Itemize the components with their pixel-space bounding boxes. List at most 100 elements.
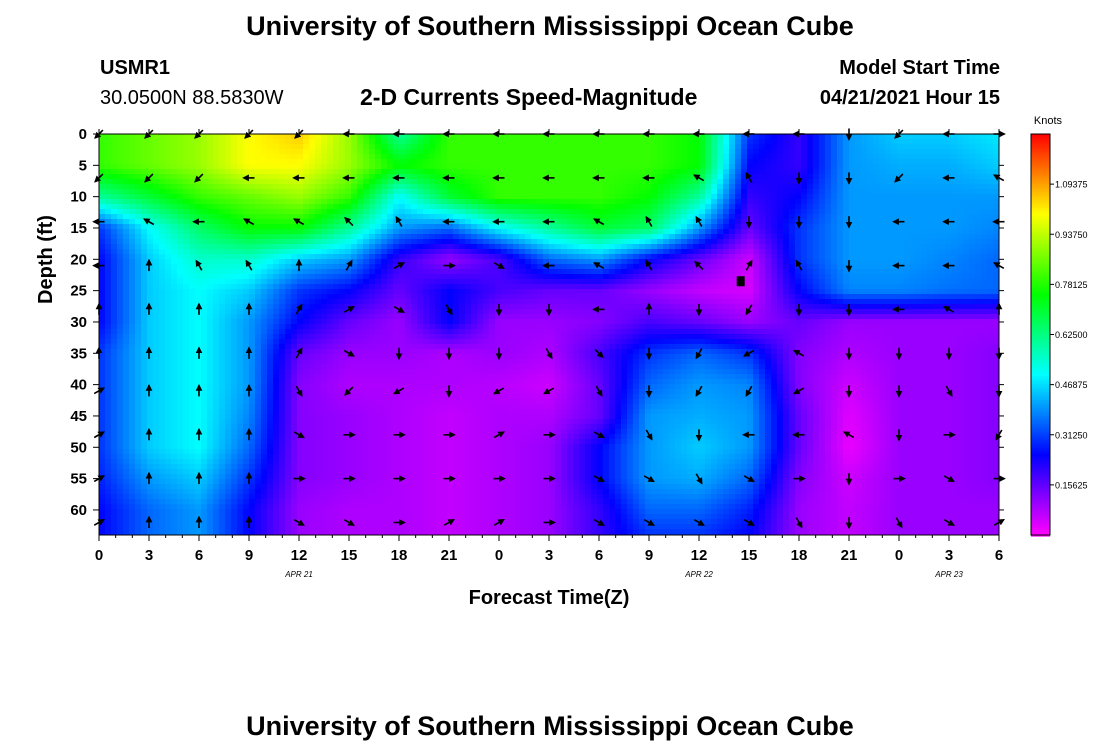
heatmap-cell bbox=[243, 224, 250, 230]
heatmap-cell bbox=[717, 194, 724, 200]
heatmap-cell bbox=[165, 189, 172, 195]
heatmap-cell bbox=[213, 209, 220, 215]
heatmap-cell bbox=[387, 144, 394, 150]
heatmap-cell bbox=[147, 244, 154, 250]
heatmap-cell bbox=[177, 229, 184, 235]
heatmap-cell bbox=[279, 229, 286, 235]
heatmap-cell bbox=[219, 204, 226, 210]
heatmap-cell bbox=[129, 184, 136, 190]
heatmap-cell bbox=[807, 184, 814, 190]
heatmap-cell bbox=[651, 159, 658, 165]
heatmap-cell bbox=[447, 204, 454, 210]
heatmap-cell bbox=[333, 134, 340, 140]
heatmap-cell bbox=[543, 149, 550, 155]
heatmap-cell bbox=[291, 159, 298, 165]
heatmap-cell bbox=[129, 154, 136, 160]
heatmap-cell bbox=[567, 264, 574, 270]
heatmap-cell bbox=[639, 144, 646, 150]
heatmap-cell bbox=[123, 294, 130, 300]
heatmap-cell bbox=[549, 169, 556, 175]
heatmap-cell bbox=[693, 229, 700, 235]
heatmap-cell bbox=[471, 174, 478, 180]
heatmap-cell bbox=[369, 144, 376, 150]
heatmap-cell bbox=[303, 144, 310, 150]
heatmap-cell bbox=[825, 284, 832, 290]
heatmap-cell bbox=[627, 274, 634, 280]
heatmap-cell bbox=[231, 259, 238, 265]
heatmap-cell bbox=[339, 139, 346, 145]
heatmap-cell bbox=[963, 214, 970, 220]
heatmap-cell bbox=[771, 279, 778, 285]
heatmap-cell bbox=[279, 179, 286, 185]
heatmap-cell bbox=[957, 289, 964, 295]
heatmap-cell bbox=[711, 284, 718, 290]
heatmap-cell bbox=[831, 269, 838, 275]
heatmap-cell bbox=[609, 159, 616, 165]
heatmap-cell bbox=[909, 294, 916, 300]
heatmap-cell bbox=[309, 189, 316, 195]
heatmap-cell bbox=[855, 249, 862, 255]
heatmap-cell bbox=[159, 284, 166, 290]
heatmap-cell bbox=[903, 289, 910, 295]
heatmap-cell bbox=[849, 219, 856, 225]
heatmap-cell bbox=[669, 274, 676, 280]
heatmap-cell bbox=[375, 274, 382, 280]
heatmap-cell bbox=[597, 234, 604, 240]
heatmap-cell bbox=[543, 214, 550, 220]
heatmap-cell bbox=[825, 264, 832, 270]
heatmap-cell bbox=[711, 229, 718, 235]
heatmap-cell bbox=[975, 274, 982, 280]
heatmap-cell bbox=[291, 169, 298, 175]
heatmap-cell bbox=[411, 199, 418, 205]
heatmap-cell bbox=[189, 164, 196, 170]
heatmap-cell bbox=[885, 274, 892, 280]
heatmap-cell bbox=[621, 279, 628, 285]
heatmap-cell bbox=[255, 229, 262, 235]
heatmap-cell bbox=[435, 149, 442, 155]
heatmap-cell bbox=[321, 189, 328, 195]
heatmap-cell bbox=[813, 144, 820, 150]
heatmap-cell bbox=[579, 209, 586, 215]
heatmap-cell bbox=[543, 169, 550, 175]
heatmap-cell bbox=[687, 274, 694, 280]
heatmap-cell bbox=[699, 249, 706, 255]
heatmap-cell bbox=[819, 179, 826, 185]
heatmap-cell bbox=[447, 174, 454, 180]
heatmap-cell bbox=[105, 154, 112, 160]
heatmap-cell bbox=[201, 189, 208, 195]
heatmap-cell bbox=[963, 134, 970, 140]
heatmap-cell bbox=[321, 134, 328, 140]
heatmap-cell bbox=[879, 264, 886, 270]
heatmap-cell bbox=[213, 299, 220, 305]
heatmap-cell bbox=[147, 259, 154, 265]
heatmap-cell bbox=[153, 209, 160, 215]
heatmap-cell bbox=[135, 299, 142, 305]
heatmap-cell bbox=[105, 209, 112, 215]
heatmap-cell bbox=[351, 244, 358, 250]
heatmap-cell bbox=[543, 204, 550, 210]
heatmap-cell bbox=[303, 184, 310, 190]
heatmap-cell bbox=[717, 144, 724, 150]
heatmap-cell bbox=[909, 239, 916, 245]
heatmap-cell bbox=[423, 249, 430, 255]
heatmap-cell bbox=[639, 259, 646, 265]
heatmap-cell bbox=[585, 269, 592, 275]
heatmap-cell bbox=[861, 159, 868, 165]
heatmap-cell bbox=[471, 229, 478, 235]
heatmap-cell bbox=[171, 244, 178, 250]
heatmap-cell bbox=[783, 289, 790, 295]
heatmap-cell bbox=[645, 184, 652, 190]
heatmap-cell bbox=[327, 194, 334, 200]
heatmap-cell bbox=[381, 259, 388, 265]
heatmap-cell bbox=[855, 139, 862, 145]
heatmap-cell bbox=[423, 159, 430, 165]
heatmap-cell bbox=[597, 269, 604, 275]
heatmap-cell bbox=[171, 219, 178, 225]
heatmap-cell bbox=[603, 164, 610, 170]
heatmap-cell bbox=[915, 134, 922, 140]
heatmap-cell bbox=[309, 134, 316, 140]
heatmap-cell bbox=[585, 174, 592, 180]
heatmap-cell bbox=[951, 154, 958, 160]
heatmap-cell bbox=[105, 179, 112, 185]
heatmap-cell bbox=[621, 154, 628, 160]
